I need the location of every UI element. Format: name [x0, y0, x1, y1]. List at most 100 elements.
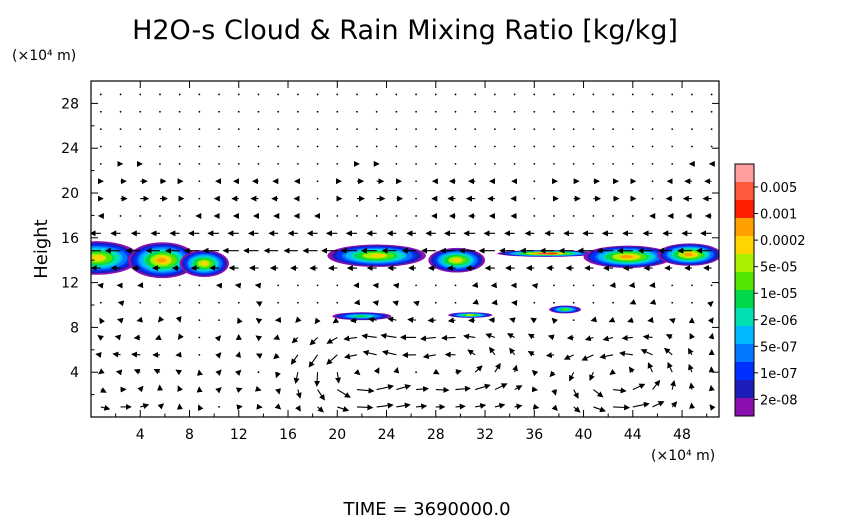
wind-dot: [99, 128, 102, 131]
wind-dot: [533, 162, 536, 165]
wind-dot: [592, 284, 595, 287]
cloud-contour: [201, 261, 209, 266]
y-tick-label: 16: [61, 231, 79, 247]
wind-dot: [356, 110, 358, 113]
y-tick-label: 4: [70, 365, 79, 381]
wind-arrow: [551, 404, 558, 412]
wind-arrow: [532, 403, 540, 410]
wind-arrow: [255, 301, 263, 307]
cloud-patch: [91, 241, 140, 275]
time-label: TIME = 3690000.0: [342, 499, 510, 519]
wind-dot: [356, 215, 358, 217]
wind-dot: [631, 110, 634, 113]
wind-dot: [257, 145, 260, 148]
wind-arrow: [613, 404, 631, 411]
wind-arrow: [295, 405, 301, 412]
wind-arrow: [551, 317, 558, 325]
wind-dot: [533, 145, 536, 148]
wind-arrow: [435, 386, 450, 393]
wind-dot: [691, 145, 693, 148]
wind-arrow: [235, 369, 242, 376]
wind-dot: [316, 301, 319, 304]
wind-arrow: [343, 335, 358, 342]
wind-arrow: [619, 350, 633, 357]
wind-arrow: [628, 366, 635, 374]
colorbar-segment: [735, 200, 754, 219]
y-tick-label: 20: [61, 186, 79, 202]
wind-arrow: [275, 371, 281, 379]
wind-dot: [395, 162, 398, 165]
cloud-contour: [453, 258, 463, 263]
wind-arrow: [551, 389, 558, 396]
wind-dot: [198, 145, 201, 148]
wind-arrow: [407, 316, 417, 323]
wind-dot: [572, 128, 575, 131]
wind-dot: [296, 301, 299, 304]
wind-dot: [198, 336, 201, 339]
wind-arrow: [602, 335, 614, 342]
wind-dot: [612, 110, 615, 113]
wind-arrow: [422, 353, 436, 360]
wind-arrow: [326, 337, 338, 344]
wind-arrow: [314, 372, 321, 387]
wind-arrow: [709, 404, 716, 411]
wind-dot: [612, 128, 615, 131]
wind-arrow: [372, 300, 379, 307]
wind-dot: [198, 284, 201, 287]
wind-arrow: [494, 383, 508, 391]
wind-dot: [395, 110, 398, 113]
wind-dot: [474, 162, 477, 165]
colorbar-label: 2e-06: [760, 314, 798, 329]
wind-arrow: [356, 387, 375, 394]
wind-dot: [277, 145, 280, 148]
cloud-patch: [327, 244, 426, 267]
wind-arrow: [235, 351, 241, 358]
wind-dot: [553, 145, 555, 148]
wind-dot: [395, 145, 398, 148]
wind-dot: [198, 180, 201, 183]
colorbar-label: 5e-07: [760, 340, 798, 355]
wind-dot: [316, 180, 319, 183]
wind-arrow: [621, 334, 633, 341]
wind-dot: [572, 110, 575, 113]
wind-dot: [710, 284, 713, 287]
wind-dot: [277, 162, 280, 165]
colorbar-segment: [735, 380, 754, 399]
wind-arrow: [708, 384, 715, 392]
wind-dot: [631, 162, 634, 165]
wind-dot: [296, 93, 299, 96]
wind-dot: [572, 93, 575, 96]
y-axis: 4 8 12 16 20 24 28: [61, 80, 719, 396]
wind-dot: [277, 110, 280, 113]
wind-dot: [553, 215, 555, 217]
wind-dot: [592, 93, 595, 96]
wind-dot: [572, 215, 575, 217]
wind-arrow: [255, 335, 263, 342]
wind-dot: [592, 215, 595, 217]
wind-arrow: [670, 401, 678, 408]
x-tick-label: 40: [575, 427, 593, 443]
wind-arrow: [475, 403, 487, 409]
wind-dot: [434, 110, 437, 113]
wind-dot: [237, 93, 240, 96]
wind-arrow: [335, 372, 342, 384]
wind-dot: [513, 93, 516, 96]
wind-dot: [218, 319, 220, 322]
wind-arrow: [255, 353, 263, 359]
colorbar-label: 5e-05: [760, 261, 798, 276]
wind-dot: [415, 145, 417, 148]
wind-arrow: [441, 334, 456, 341]
wind-dot: [119, 215, 122, 217]
wind-dot: [178, 301, 181, 304]
wind-dot: [434, 128, 437, 131]
colorbar-segment: [735, 182, 754, 201]
x-tick-label: 48: [673, 427, 691, 443]
wind-arrow: [599, 353, 614, 360]
wind-arrow: [392, 300, 399, 307]
wind-arrow: [549, 370, 556, 378]
cloud-patch: [583, 245, 673, 269]
colorbar-label: 0.0002: [760, 234, 806, 249]
wind-arrow: [349, 317, 358, 324]
wind-arrow: [157, 316, 165, 323]
wind-arrow: [455, 369, 463, 375]
